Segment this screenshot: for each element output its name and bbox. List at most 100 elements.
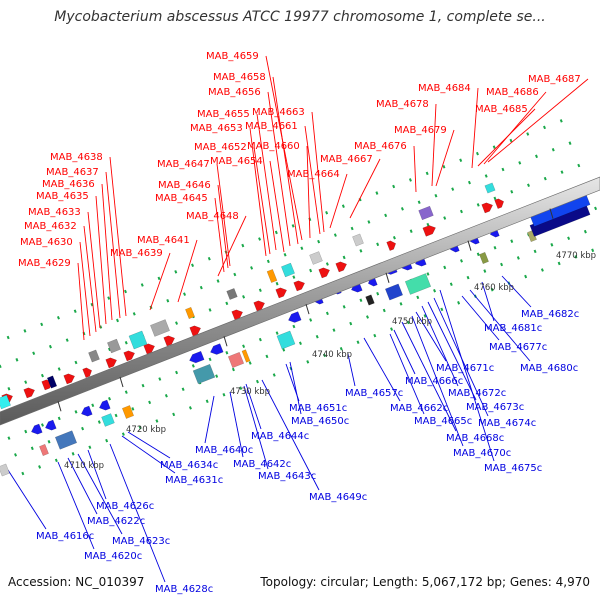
forward-gene-label: MAB_4658 xyxy=(213,72,266,83)
reverse-gene-label: MAB_4620c xyxy=(84,551,142,562)
forward-leader-line xyxy=(435,129,455,187)
forward-leader-line xyxy=(217,215,247,277)
gene-arrow xyxy=(189,325,201,337)
scale-tick-mark xyxy=(549,208,554,219)
forward-leader-line xyxy=(413,145,417,193)
reverse-leader-line xyxy=(289,361,302,415)
gene-feature-block xyxy=(46,375,58,389)
scale-tick-mark xyxy=(385,272,390,283)
forward-leader-line xyxy=(217,184,229,269)
reverse-gene-label: MAB_4640c xyxy=(195,445,253,456)
reverse-gene-label: MAB_4674c xyxy=(478,418,536,429)
gene-arrow xyxy=(275,287,287,299)
forward-gene-label: MAB_4636 xyxy=(42,179,95,190)
forward-gene-label: MAB_4679 xyxy=(394,125,447,136)
reverse-gene-label: MAB_4672c xyxy=(448,388,506,399)
forward-gene-label: MAB_4633 xyxy=(28,207,81,218)
forward-gene-label: MAB_4686 xyxy=(486,87,539,98)
gene-arrow xyxy=(105,357,117,369)
forward-gene-label: MAB_4654 xyxy=(210,156,263,167)
scale-tick-label: 4760 kbp xyxy=(474,283,514,293)
scale-tick-mark xyxy=(57,401,62,412)
feature-block xyxy=(418,205,434,221)
backbone-bar xyxy=(0,176,600,426)
reverse-gene-arrow xyxy=(81,405,93,417)
gene-arrow xyxy=(45,419,57,431)
scale-tick-label: 4740 kbp xyxy=(312,350,352,360)
gene-arrow xyxy=(31,423,43,435)
scale-tick-label: 4730 kbp xyxy=(230,387,270,397)
forward-gene-label: MAB_4646 xyxy=(158,180,211,191)
forward-leader-line xyxy=(471,87,479,169)
feature-block xyxy=(39,443,49,457)
reverse-gene-label: MAB_4668c xyxy=(446,433,504,444)
forward-gene-label: MAB_4635 xyxy=(36,191,89,202)
reverse-gene-arrow xyxy=(288,311,302,323)
reverse-gene-label: MAB_4616c xyxy=(36,531,94,542)
forward-leader-line xyxy=(216,163,231,267)
scale-tick-mark xyxy=(223,336,228,347)
forward-gene-label: MAB_4656 xyxy=(208,87,261,98)
forward-gene-arrow xyxy=(386,240,396,251)
reverse-leader-line xyxy=(427,301,477,401)
gene-labels: MAB_4629 MAB_4630 MAB_4632 MAB_4633 MAB_4635… xyxy=(18,51,581,595)
reverse-gene-arrow xyxy=(99,399,111,411)
forward-leader-line xyxy=(329,173,348,229)
forward-gene-label: MAB_4629 xyxy=(18,258,71,269)
gene-feature-block xyxy=(107,338,121,354)
forward-leader-line xyxy=(95,195,107,325)
forward-leader-line xyxy=(483,91,547,165)
reverse-leader-line xyxy=(393,329,416,375)
reverse-gene-label: MAB_4622c xyxy=(87,516,145,527)
reverse-gene-label: MAB_4644c xyxy=(251,431,309,442)
reverse-gene-arrow xyxy=(31,423,43,435)
feature-block xyxy=(122,405,134,419)
reverse-gene-label: MAB_4662c xyxy=(390,403,448,414)
gene-arrow xyxy=(123,350,135,362)
scale-tick-label: 4720 kbp xyxy=(126,425,166,435)
gene-arrow xyxy=(494,198,504,209)
forward-leader-line xyxy=(105,171,121,319)
gene-feature-block xyxy=(185,306,195,320)
gene-arrow xyxy=(293,280,305,292)
gene-feature-block xyxy=(39,443,49,457)
forward-gene-label: MAB_4687 xyxy=(528,74,581,85)
forward-gene-arrow xyxy=(335,261,347,273)
scale-tick-mark xyxy=(305,304,310,315)
gene-feature-block xyxy=(309,251,323,265)
feature-block xyxy=(404,273,432,295)
reverse-leader-line xyxy=(421,305,459,387)
gene-arrow xyxy=(481,202,493,214)
forward-gene-label: MAB_4655 xyxy=(197,109,250,120)
feature-block xyxy=(227,351,245,369)
feature-block xyxy=(0,463,10,477)
gene-feature-block xyxy=(128,330,148,350)
scale-tick-mark xyxy=(119,376,124,388)
forward-leader-line xyxy=(267,91,291,247)
feature-block xyxy=(276,330,296,350)
forward-gene-arrow xyxy=(105,357,117,369)
reverse-leader-line xyxy=(87,449,107,500)
gene-feature-block xyxy=(418,205,434,221)
reverse-gene-label: MAB_4642c xyxy=(233,459,291,470)
forward-gene-label: MAB_4652 xyxy=(194,142,247,153)
scale-tick-label: 4770 kbp xyxy=(556,251,596,261)
gene-arrow xyxy=(81,405,93,417)
reverse-leader-line xyxy=(7,469,47,530)
forward-gene-label: MAB_4659 xyxy=(206,51,259,62)
reverse-leader-line xyxy=(57,461,95,550)
forward-leader-line xyxy=(149,252,171,311)
reverse-gene-label: MAB_4681c xyxy=(484,323,542,334)
reverse-leader-line xyxy=(243,385,269,470)
forward-leader-line xyxy=(101,183,113,321)
gene-feature-block xyxy=(54,430,78,450)
forward-gene-arrow xyxy=(494,198,504,209)
forward-gene-label: MAB_4641 xyxy=(137,235,190,246)
feature-block xyxy=(192,363,216,385)
reverse-gene-label: MAB_4665c xyxy=(414,416,472,427)
scale-tick-label: 4710 kbp xyxy=(64,461,104,471)
feature-block xyxy=(281,262,295,278)
feature-block xyxy=(107,338,121,354)
gene-arrow xyxy=(386,240,396,251)
